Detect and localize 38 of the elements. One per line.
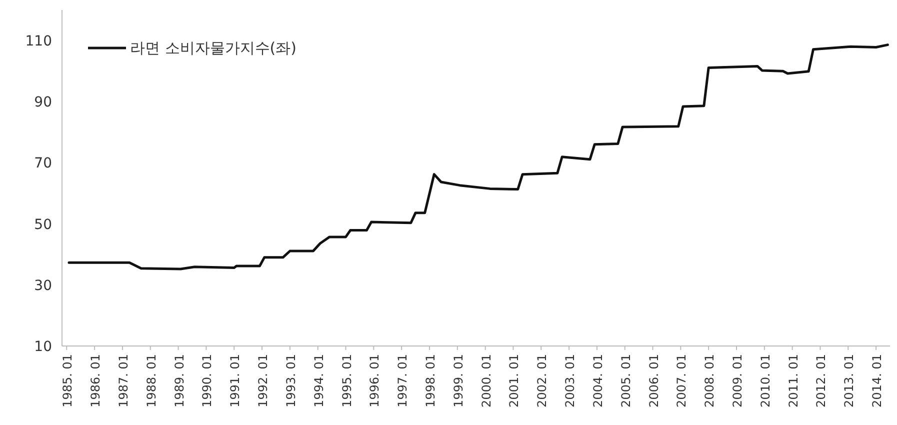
x-tick-label: 2007. 01 bbox=[674, 354, 689, 408]
x-tick-label: 1994. 01 bbox=[312, 354, 326, 408]
x-tick-label: 2009. 01 bbox=[730, 354, 744, 408]
y-tick-label: 30 bbox=[34, 278, 52, 294]
x-tick-label: 2001. 01 bbox=[507, 354, 522, 408]
x-tick-label: 2010. 01 bbox=[758, 354, 772, 408]
y-tick-label: 10 bbox=[34, 339, 52, 355]
x-tick-label: 1986. 01 bbox=[88, 354, 103, 408]
x-tick-label: 1989. 01 bbox=[172, 354, 186, 408]
x-tick-label: 2006. 01 bbox=[646, 354, 661, 408]
x-tick-label: 2002. 01 bbox=[535, 354, 550, 408]
x-tick-label: 2013. 01 bbox=[842, 354, 856, 408]
x-tick-label: 1995. 01 bbox=[340, 354, 354, 408]
x-tick-label: 2004. 01 bbox=[590, 354, 605, 408]
x-tick-label: 2011. 01 bbox=[786, 354, 800, 408]
x-tick-label: 1991. 01 bbox=[228, 354, 242, 408]
x-tick-label: 1988. 01 bbox=[144, 354, 158, 408]
x-tick-label: 2003. 01 bbox=[563, 354, 578, 408]
x-tick-label: 2005. 01 bbox=[618, 354, 633, 408]
line-series bbox=[68, 44, 889, 270]
x-tick-label: 2014. 01 bbox=[870, 354, 884, 408]
x-tick-label: 2008. 01 bbox=[702, 354, 717, 408]
x-tick-label: 1985. 01 bbox=[60, 354, 75, 408]
legend-label: 라면 소비자물가지수(좌) bbox=[130, 39, 296, 57]
x-tick-label: 2012. 01 bbox=[814, 354, 828, 408]
x-tick-label: 1997. 01 bbox=[396, 354, 410, 408]
x-tick-label: 2000. 01 bbox=[479, 354, 494, 408]
x-tick-label: 1993. 01 bbox=[284, 354, 298, 408]
x-tick-label: 1996. 01 bbox=[368, 354, 382, 408]
y-tick-label: 110 bbox=[25, 34, 52, 50]
y-tick-label: 50 bbox=[34, 216, 52, 233]
x-tick-label: 1992. 01 bbox=[256, 354, 270, 408]
y-tick-label: 70 bbox=[34, 156, 52, 172]
y-tick-label: 90 bbox=[34, 94, 52, 111]
x-tick-label: 1998. 01 bbox=[423, 354, 438, 408]
x-tick-label: 1987. 01 bbox=[116, 354, 130, 408]
x-tick-label: 1999. 01 bbox=[451, 354, 466, 408]
x-tick-label: 1990. 01 bbox=[200, 354, 214, 408]
